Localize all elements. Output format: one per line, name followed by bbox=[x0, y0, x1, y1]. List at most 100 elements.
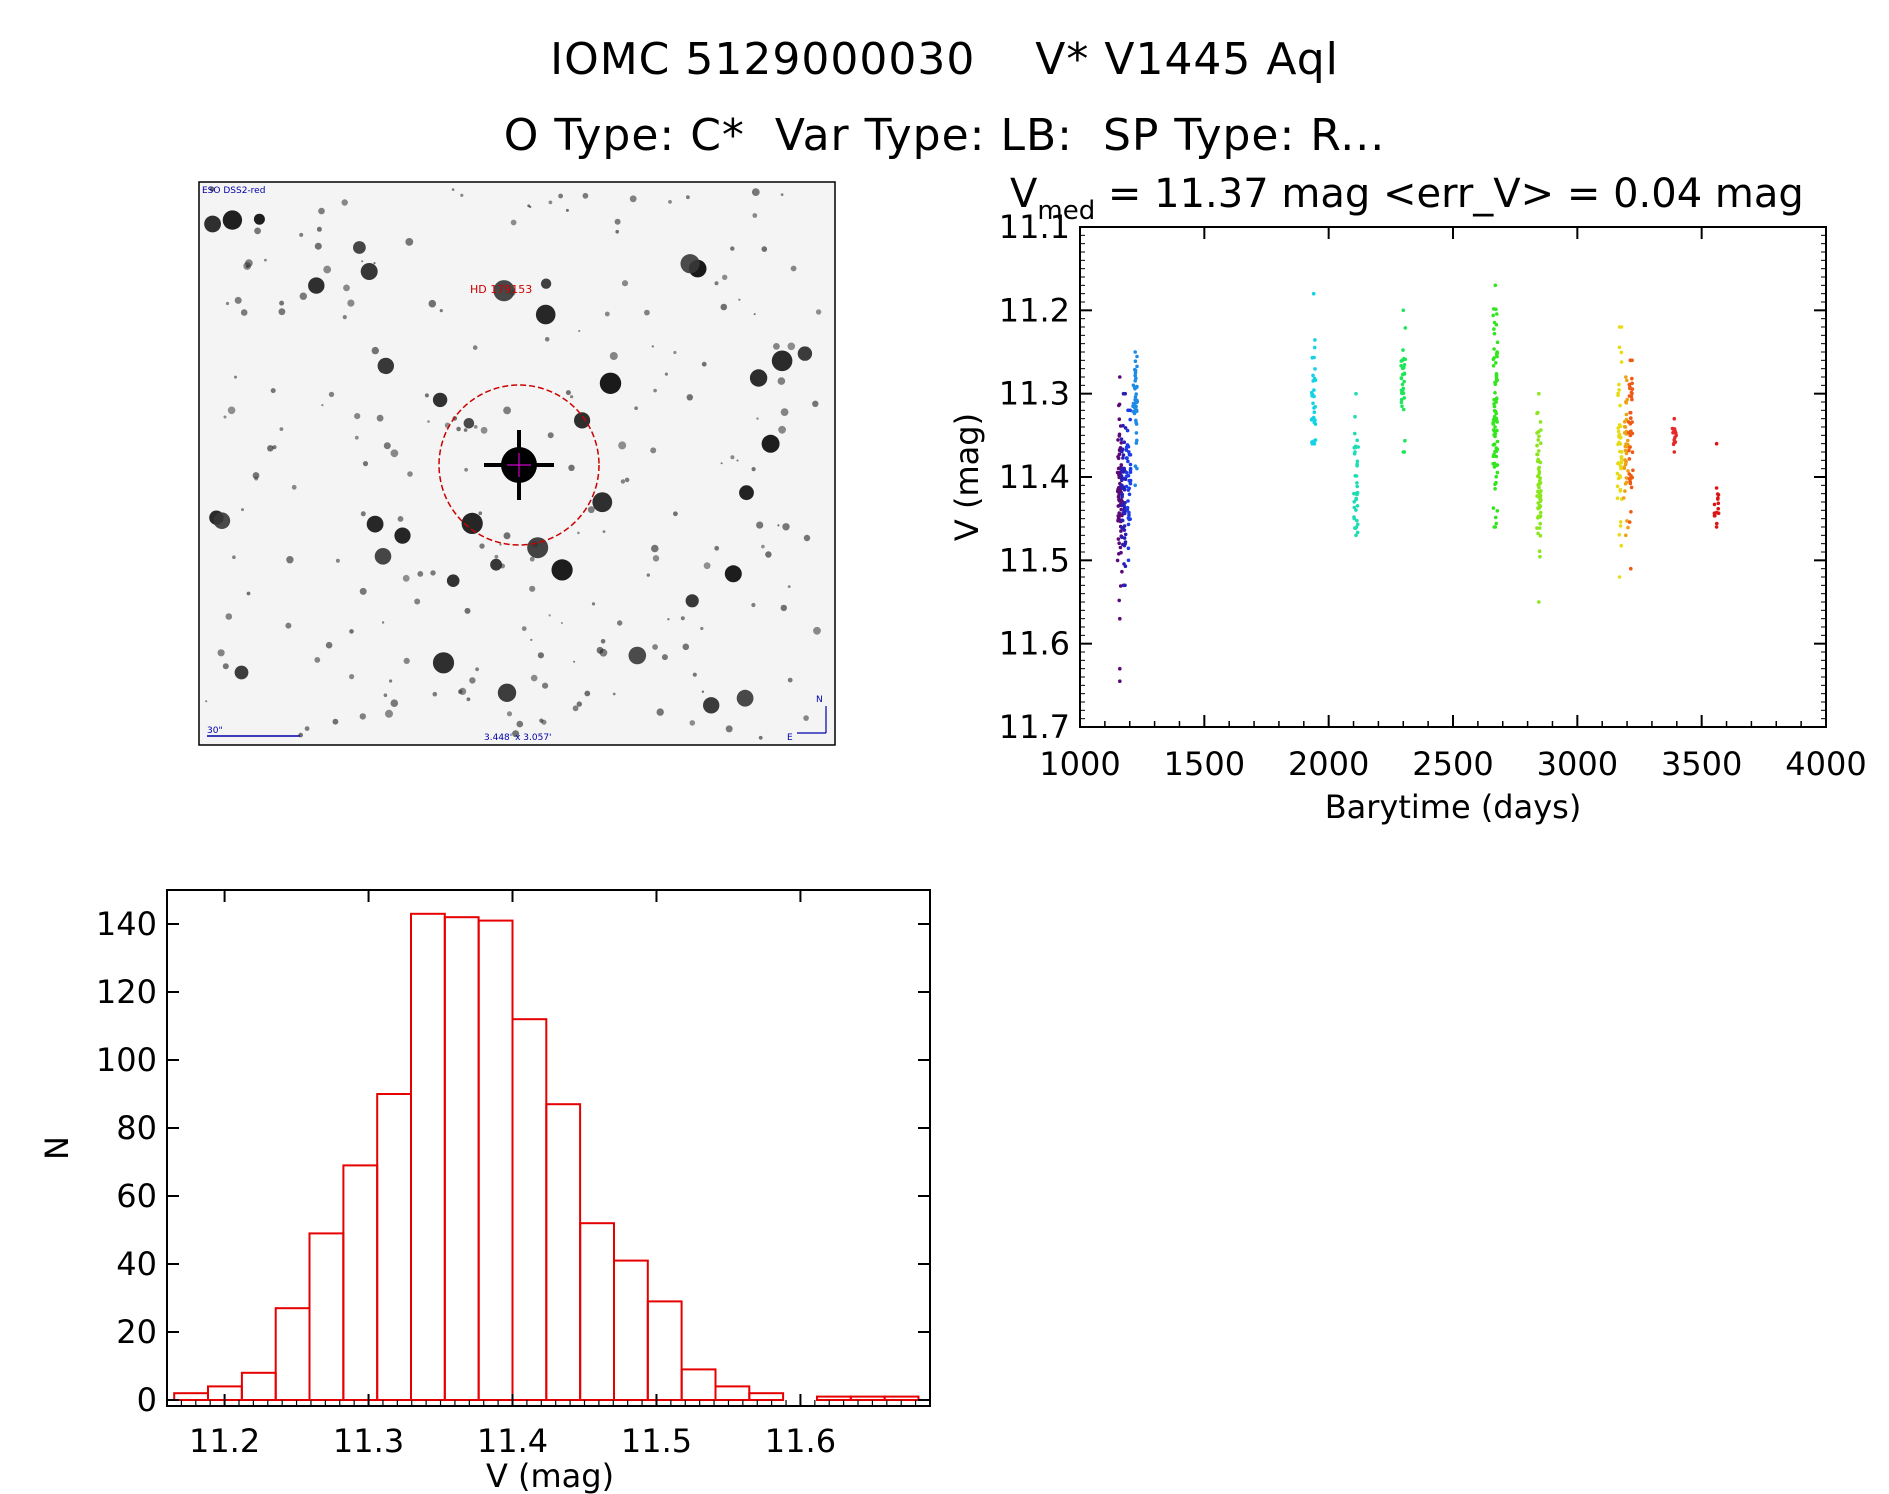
data-point bbox=[1539, 441, 1543, 446]
star bbox=[225, 613, 233, 620]
data-point bbox=[1354, 533, 1358, 538]
star bbox=[405, 238, 414, 246]
star bbox=[407, 471, 413, 477]
x-tick-label: 4000 bbox=[1785, 745, 1866, 783]
data-point bbox=[1312, 345, 1317, 350]
data-point bbox=[1672, 441, 1676, 445]
data-point bbox=[1492, 452, 1496, 457]
data-point bbox=[1118, 616, 1122, 621]
data-point bbox=[1494, 474, 1498, 479]
star bbox=[529, 556, 535, 562]
data-point bbox=[1626, 438, 1630, 443]
data-point bbox=[1626, 469, 1630, 473]
data-point bbox=[1492, 461, 1497, 466]
data-point bbox=[1132, 411, 1137, 416]
chart-title-line2: O Type: C* Var Type: LB: SP Type: R... bbox=[503, 110, 1386, 161]
data-point bbox=[1623, 489, 1627, 493]
star bbox=[599, 372, 622, 394]
histogram-x-label: V (mag) bbox=[486, 1457, 614, 1494]
star bbox=[604, 311, 610, 317]
star bbox=[628, 646, 647, 665]
histogram-bar bbox=[646, 1300, 683, 1402]
data-point bbox=[1537, 449, 1541, 453]
data-point bbox=[1126, 546, 1131, 551]
star bbox=[349, 674, 355, 680]
data-point bbox=[1625, 378, 1629, 383]
data-point bbox=[1627, 476, 1632, 481]
data-point bbox=[1354, 496, 1358, 501]
x-tick-label: 1500 bbox=[1164, 745, 1245, 783]
star bbox=[780, 408, 789, 416]
star bbox=[463, 428, 468, 432]
data-point bbox=[1133, 408, 1138, 413]
data-point bbox=[1619, 435, 1623, 440]
data-point bbox=[1712, 502, 1717, 507]
data-point bbox=[1491, 313, 1495, 318]
star bbox=[264, 258, 267, 262]
data-point bbox=[1627, 520, 1632, 524]
data-point bbox=[1628, 410, 1632, 415]
data-point bbox=[1313, 367, 1317, 371]
data-point bbox=[1618, 487, 1623, 492]
data-point bbox=[1401, 450, 1406, 454]
star bbox=[428, 299, 437, 308]
data-point bbox=[1353, 431, 1357, 436]
star bbox=[548, 614, 551, 617]
star bbox=[572, 705, 579, 712]
star bbox=[650, 447, 657, 454]
data-point bbox=[1134, 441, 1139, 445]
compass: N E bbox=[787, 695, 827, 743]
data-point bbox=[1120, 518, 1125, 523]
star bbox=[304, 726, 310, 731]
data-point bbox=[1120, 569, 1124, 574]
histogram-bar bbox=[410, 912, 446, 1401]
star bbox=[451, 188, 455, 191]
data-point bbox=[1126, 459, 1130, 464]
data-point bbox=[1494, 361, 1498, 365]
data-point bbox=[1125, 470, 1129, 475]
star bbox=[548, 200, 553, 205]
star bbox=[725, 725, 733, 733]
data-point bbox=[1492, 327, 1496, 331]
data-point bbox=[1122, 487, 1127, 492]
data-point bbox=[1125, 508, 1130, 512]
data-point bbox=[1538, 554, 1542, 559]
data-point bbox=[1133, 483, 1137, 488]
star bbox=[736, 459, 739, 462]
light-curve-x-label: Barytime (days) bbox=[1325, 788, 1582, 826]
data-point bbox=[1124, 484, 1129, 489]
y-tick-label: 11.5 bbox=[999, 541, 1070, 579]
data-point bbox=[1494, 409, 1498, 414]
data-point bbox=[1714, 510, 1719, 515]
data-point bbox=[1536, 531, 1540, 536]
star bbox=[353, 241, 366, 254]
data-point bbox=[1355, 459, 1360, 464]
star bbox=[752, 213, 758, 218]
star bbox=[813, 626, 821, 635]
x-tick-label: 2500 bbox=[1412, 745, 1493, 783]
star bbox=[527, 537, 549, 559]
star bbox=[332, 718, 339, 725]
star bbox=[812, 400, 819, 407]
data-point bbox=[1124, 456, 1129, 460]
data-point bbox=[1537, 526, 1542, 530]
star bbox=[446, 574, 460, 587]
star bbox=[204, 215, 222, 233]
star bbox=[316, 226, 322, 232]
data-point bbox=[1493, 525, 1498, 529]
data-point bbox=[1313, 338, 1317, 342]
data-point bbox=[1401, 386, 1406, 391]
data-point bbox=[1535, 459, 1540, 464]
data-point bbox=[1491, 506, 1496, 510]
data-point bbox=[1619, 350, 1624, 355]
data-point bbox=[1312, 406, 1316, 410]
star bbox=[629, 195, 637, 203]
data-point bbox=[1400, 382, 1405, 387]
data-point bbox=[1623, 425, 1628, 429]
data-point bbox=[1716, 497, 1720, 501]
data-point bbox=[1353, 414, 1357, 419]
star bbox=[464, 467, 468, 472]
data-point bbox=[1493, 425, 1497, 429]
data-point bbox=[1403, 326, 1408, 330]
